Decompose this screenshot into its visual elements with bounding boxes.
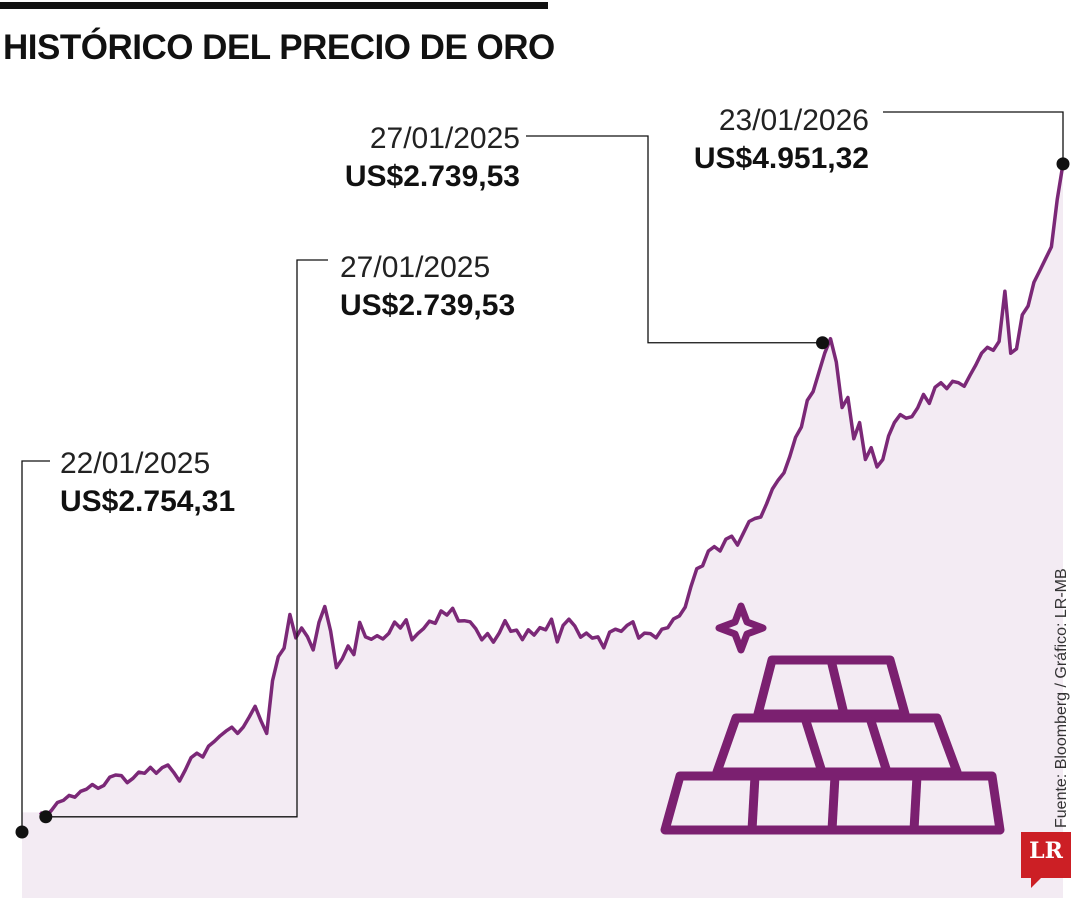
leader-end [883,111,1064,164]
chart-title: HISTÓRICO DEL PRECIO DE ORO [3,28,555,67]
marker-start-b [39,810,53,824]
marker-start-a [15,825,29,839]
annotation-labels: 22/01/2025 US$2.754,31 27/01/2025 US$2.739,… [60,104,869,518]
gold-bars-icon [660,602,1005,835]
price-area [22,163,1063,898]
leader-start-b [45,259,328,818]
top-rule [0,2,548,9]
annotation-date-start-a: 22/01/2025 [60,447,210,480]
annotation-value-start-b: US$2.739,53 [340,289,515,322]
annotation-markers [15,157,1070,839]
annotation-leaders [21,111,1064,832]
leader-peak [526,135,823,344]
lr-logo-icon [1021,832,1071,888]
annotation-value-start-a: US$2.754,31 [60,485,235,518]
lr-logo-text: LR [1029,838,1063,864]
annotation-value-peak: US$2.739,53 [345,160,520,193]
price-line [38,163,1065,819]
annotation-date-peak: 27/01/2025 [370,122,520,155]
leader-start-a [21,460,50,832]
marker-end [1056,157,1070,171]
source-note: Fuente: Bloomberg / Gráfico: LR-MB [1053,568,1070,828]
annotation-date-start-b: 27/01/2025 [340,251,490,284]
annotation-value-end: US$4.951,32 [694,142,869,175]
annotation-date-end: 23/01/2026 [719,104,869,137]
marker-peak [816,336,829,350]
